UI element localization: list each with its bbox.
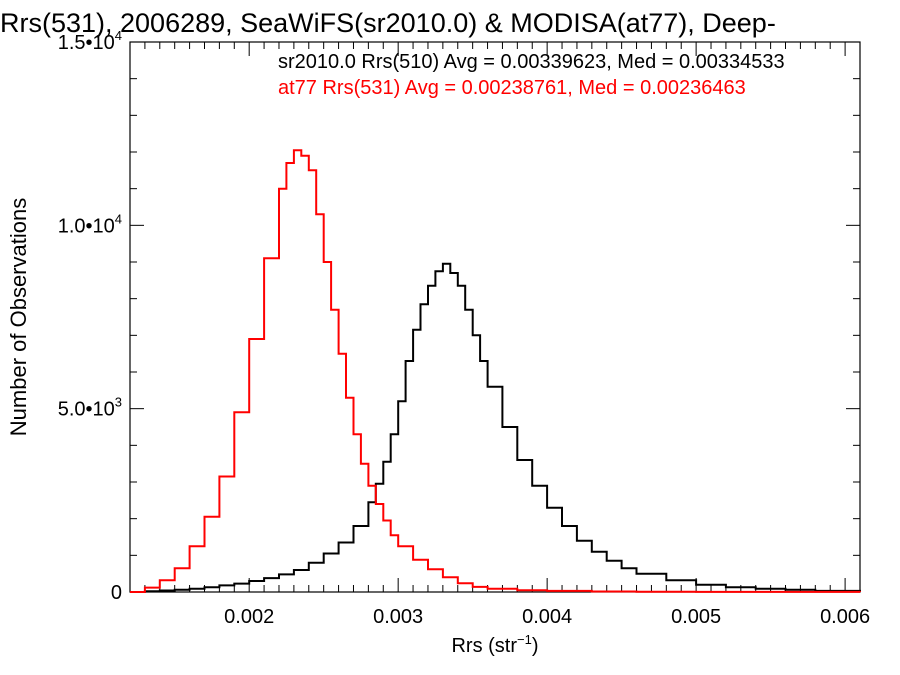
y-tick-label: 1.0•104 [58, 211, 122, 237]
axis-ticks [129, 41, 861, 593]
series-line-2 [130, 149, 861, 593]
chart-title: Rrs(531), 2006289, SeaWiFS(sr2010.0) & M… [0, 8, 776, 38]
y-tick-label: 0 [111, 582, 122, 604]
plot-frame [129, 41, 861, 593]
y-tick-label: 5.0•103 [58, 395, 122, 421]
x-tick-label: 0.002 [224, 606, 274, 628]
x-axis-label: Rrs (str−1) [451, 632, 538, 657]
legend: sr2010.0 Rrs(510) Avg = 0.00339623, Med … [278, 51, 785, 99]
series-layer [130, 149, 861, 593]
x-tick-label: 0.004 [522, 606, 572, 628]
axis-tick-labels: 0.002 0.003 0.004 0.005 0.006 0 5.0•103 1.0•104… [58, 28, 870, 628]
legend-entry-2: at77 Rrs(531) Avg = 0.00238761, Med = 0.… [278, 77, 746, 99]
x-tick-label: 0.005 [671, 606, 721, 628]
x-tick-label: 0.006 [820, 606, 870, 628]
series-line-1 [130, 262, 861, 593]
y-axis-label: Number of Observations [6, 198, 31, 436]
legend-entry-1: sr2010.0 Rrs(510) Avg = 0.00339623, Med … [278, 51, 785, 73]
x-tick-label: 0.003 [373, 606, 423, 628]
y-tick-label: 1.5•104 [58, 28, 122, 54]
